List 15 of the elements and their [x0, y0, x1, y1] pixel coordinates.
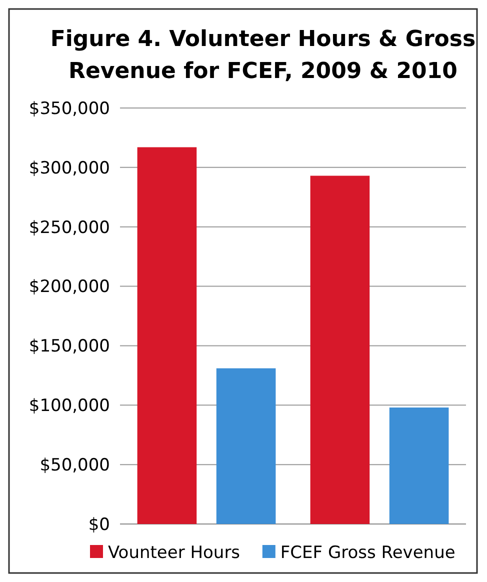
- y-tick-label: $300,000: [28, 158, 110, 178]
- y-tick-label: $200,000: [28, 277, 110, 298]
- y-tick-label: $250,000: [28, 218, 110, 238]
- y-tick-label: $100,000: [28, 396, 110, 416]
- legend-label: Vounteer Hours: [108, 542, 240, 563]
- bar: [310, 176, 370, 524]
- y-tick-label: $150,000: [28, 336, 110, 357]
- y-tick-label: $50,000: [40, 456, 110, 476]
- legend-label: FCEF Gross Revenue: [280, 542, 456, 563]
- chart-title: Figure 4. Volunteer Hours & Gross Revenue for FCEF, 2009 & 2010: [50, 27, 476, 84]
- bar: [216, 368, 276, 524]
- bar: [137, 147, 197, 524]
- y-tick-label: $0: [88, 514, 110, 535]
- bar: [389, 408, 449, 524]
- y-tick-label: $350,000: [28, 98, 110, 119]
